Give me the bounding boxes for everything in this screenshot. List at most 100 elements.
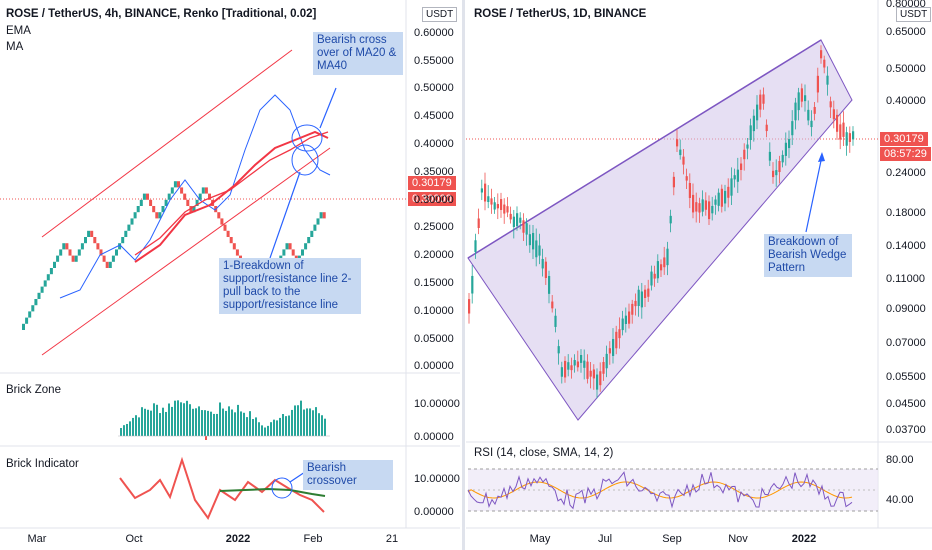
candle-body [743,149,746,160]
candle-body [628,311,631,324]
candle-body [765,124,768,132]
brick-zone-bar [153,403,155,436]
candle-body [474,240,477,253]
candle-body [778,161,781,173]
renko-brick [146,193,149,200]
renko-brick [127,224,131,231]
brick-zone-bar [306,408,308,436]
daily-chart-panel[interactable]: ROSE / TetherUS, 1D, BINANCE USDT Breakd… [466,0,932,550]
candle-body [730,178,733,196]
candle-body [650,271,653,286]
currency-badge[interactable]: USDT [422,7,458,22]
renko-brick [99,249,103,256]
renko-brick [74,255,78,262]
brick-zone-bar [147,409,149,436]
renko-brick [136,206,140,213]
candle-body [631,303,634,315]
candle-body [532,232,535,250]
candle-body [541,258,544,269]
candle-body [704,200,707,210]
candle-body [612,339,615,356]
renko-brick [192,206,196,213]
renko-brick [155,212,159,219]
brick-zone-bar [267,425,269,436]
renko-chart-canvas[interactable] [0,0,460,550]
candle-body [749,125,752,141]
candle-body [736,169,739,182]
ma-indicator-label[interactable]: MA [6,41,24,53]
brick-zone-bar [240,411,242,436]
currency-badge[interactable]: USDT [896,7,932,22]
price-tick: 0.09000 [886,303,926,315]
renko-brick [68,249,72,256]
brick-zone-bar [201,410,203,436]
candle-body [544,261,547,278]
brick-zone-bar [129,421,131,436]
brick-indicator-tick: 0.00000 [414,506,454,518]
brick-zone-label[interactable]: Brick Zone [6,384,61,396]
renko-brick [173,181,177,188]
candle-body [525,223,528,235]
panel-divider[interactable] [462,0,465,550]
annotation-bearish-cross: Bearish cross over of MA20 & MA40 [313,32,403,75]
candle-body [698,203,701,213]
brick-zone-bar [237,404,239,436]
brick-zone-bar [288,415,290,436]
rsi-label[interactable]: RSI (14, close, SMA, 14, 2) [474,447,614,459]
candle-body [522,220,525,233]
renko-brick [31,305,35,312]
renko-brick [40,286,44,293]
cross-circle [291,124,323,152]
candle-body [496,204,499,209]
price-tick: 0.25000 [414,221,454,234]
annotation-wedge-breakdown: Breakdown of Bearish Wedge Pattern [764,234,852,277]
candle-body [560,367,563,377]
candle-body [471,275,474,294]
candle-body [800,88,803,102]
candle-body [813,106,816,114]
price-tick: 0.60000 [414,26,454,39]
renko-brick [93,237,97,244]
brick-zone-bar [303,409,305,436]
renko-brick [322,212,326,219]
candle-body [852,131,855,140]
candle-body [519,217,522,223]
renko-brick [115,249,118,256]
candle-body [567,362,570,370]
ema-indicator-label[interactable]: EMA [6,25,31,37]
candle-body [621,318,624,331]
crossover-circle [271,477,293,499]
brick-indicator-label[interactable]: Brick Indicator [6,458,79,470]
candle-body [660,264,663,271]
brick-zone-bar [123,425,125,436]
renko-brick [71,255,75,262]
candle-body [647,288,650,297]
renko-brick [49,268,53,275]
renko-brick [186,199,190,206]
candle-body [820,50,823,59]
renko-brick [316,218,320,225]
candle-body [676,139,679,147]
daily-chart-canvas[interactable] [466,0,932,550]
chart-title: ROSE / TetherUS, 1D, BINANCE [474,8,647,20]
candle-body [605,353,608,369]
brick-zone-bar [192,408,194,436]
time-tick: Mar [27,533,47,545]
brick-zone-bar [318,413,320,436]
renko-brick [121,237,125,244]
brick-zone-bar [135,415,137,436]
candle-body [733,175,736,180]
brick-zone-bar [273,419,275,436]
renko-brick [152,206,156,213]
renko-brick [133,212,137,219]
renko-chart-panel[interactable]: ROSE / TetherUS, 4h, BINANCE, Renko [Tra… [0,0,460,550]
renko-brick [37,292,41,299]
brick-zone-bar [120,428,122,436]
renko-brick [307,237,311,244]
brick-zone-bar [213,413,215,436]
candle-body [826,75,829,85]
brick-zone-bar [144,408,146,436]
brick-zone-bar [219,402,221,436]
candle-body [602,361,605,374]
brick-zone-bar [204,410,206,436]
